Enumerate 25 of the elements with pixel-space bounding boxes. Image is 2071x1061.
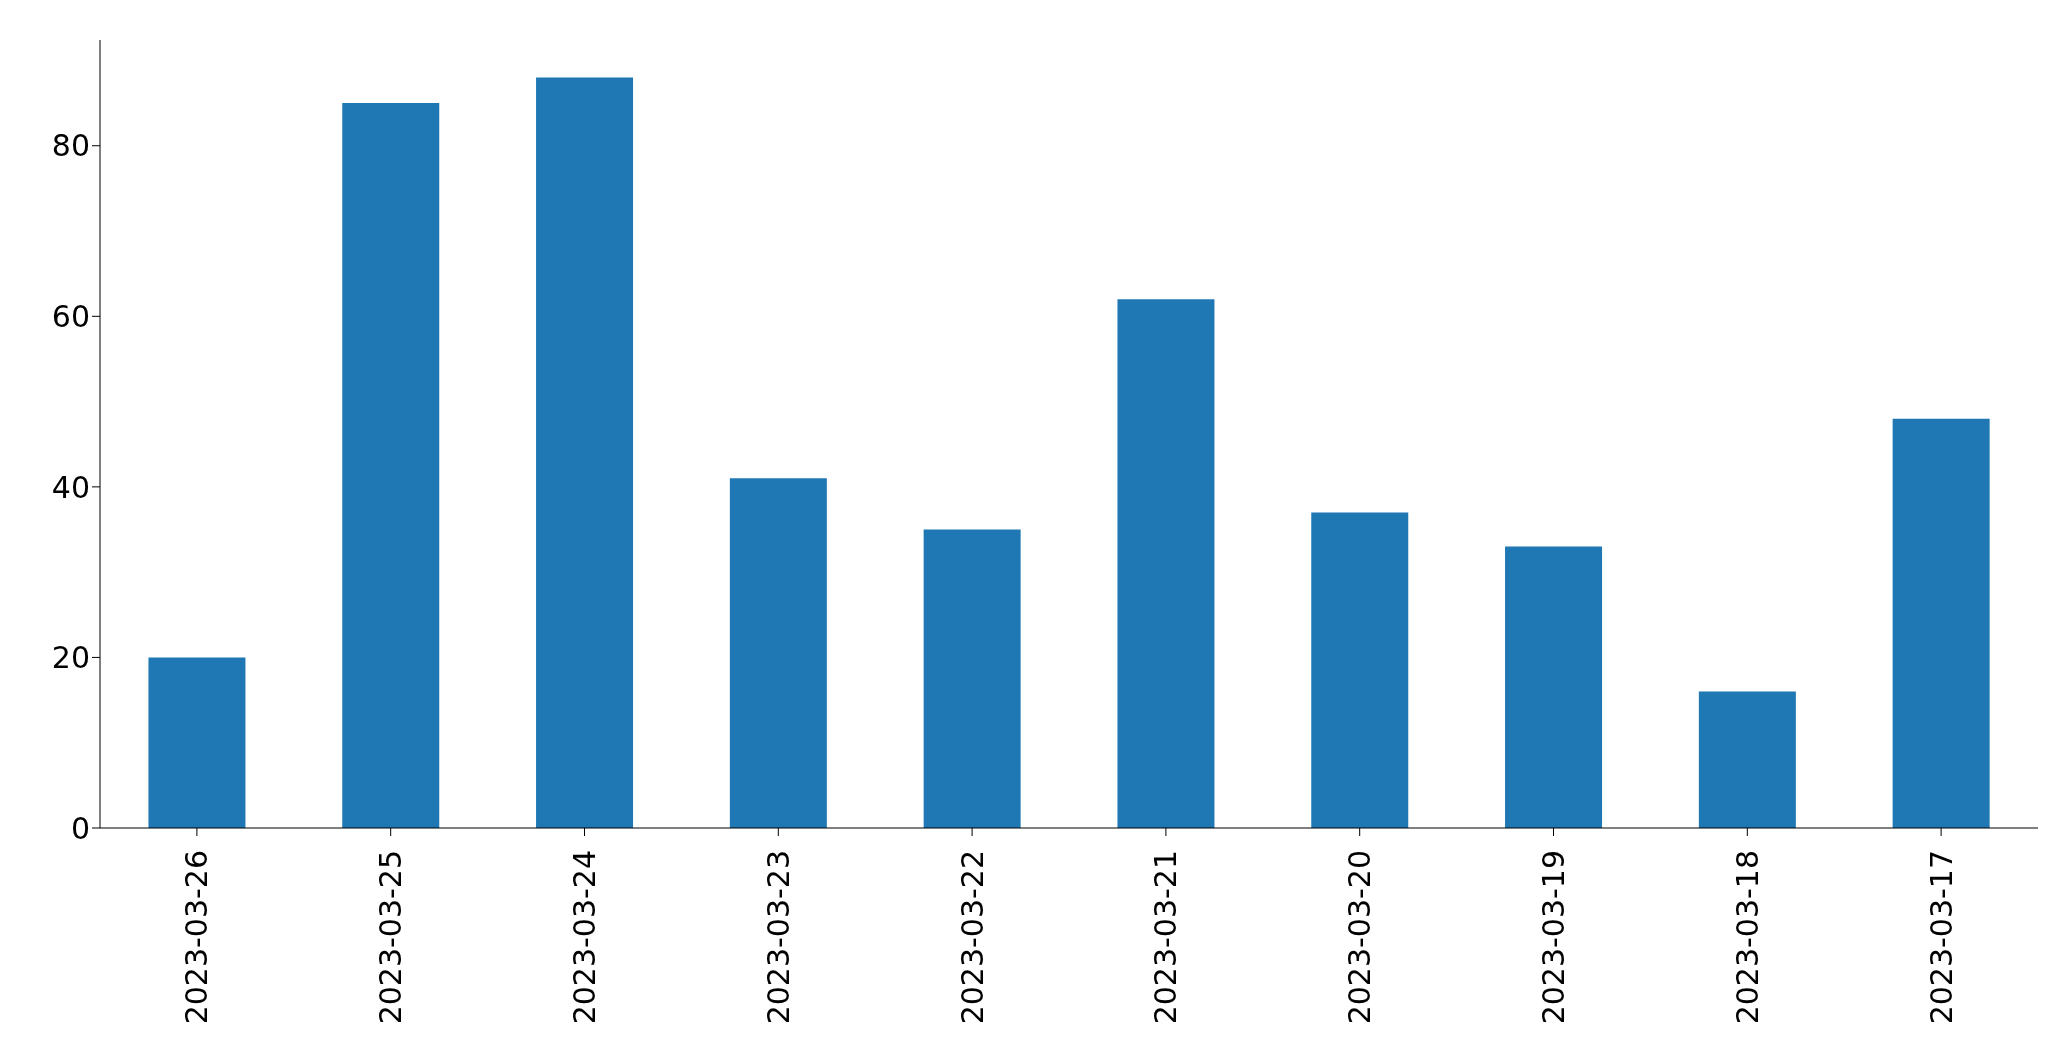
x-tick-label: 2023-03-18 bbox=[1729, 850, 1765, 1025]
y-tick-label: 20 bbox=[51, 640, 90, 676]
x-tick-label: 2023-03-24 bbox=[567, 850, 602, 1025]
y-tick-label: 0 bbox=[70, 810, 90, 846]
x-tick-label: 2023-03-25 bbox=[373, 850, 409, 1025]
x-tick-label: 2023-03-22 bbox=[954, 850, 990, 1025]
bar bbox=[1892, 418, 1990, 828]
x-tick-label: 2023-03-17 bbox=[1923, 850, 1959, 1025]
bar bbox=[342, 103, 440, 828]
bar bbox=[1311, 512, 1409, 828]
x-tick-label: 2023-03-21 bbox=[1148, 850, 1184, 1025]
x-tick-label: 2023-03-20 bbox=[1342, 850, 1378, 1025]
bar bbox=[729, 478, 827, 828]
y-tick-label: 40 bbox=[51, 469, 90, 505]
bar bbox=[536, 77, 634, 828]
x-tick-label: 2023-03-23 bbox=[760, 850, 796, 1025]
y-tick-label: 80 bbox=[51, 128, 90, 164]
bar bbox=[1117, 299, 1215, 828]
bar bbox=[1698, 691, 1796, 828]
y-tick-label: 60 bbox=[51, 298, 90, 334]
x-tick-label: 2023-03-19 bbox=[1536, 850, 1571, 1025]
bar bbox=[923, 529, 1021, 828]
bar bbox=[148, 657, 246, 828]
x-tick-label: 2023-03-26 bbox=[179, 850, 215, 1025]
bar bbox=[1505, 546, 1603, 828]
